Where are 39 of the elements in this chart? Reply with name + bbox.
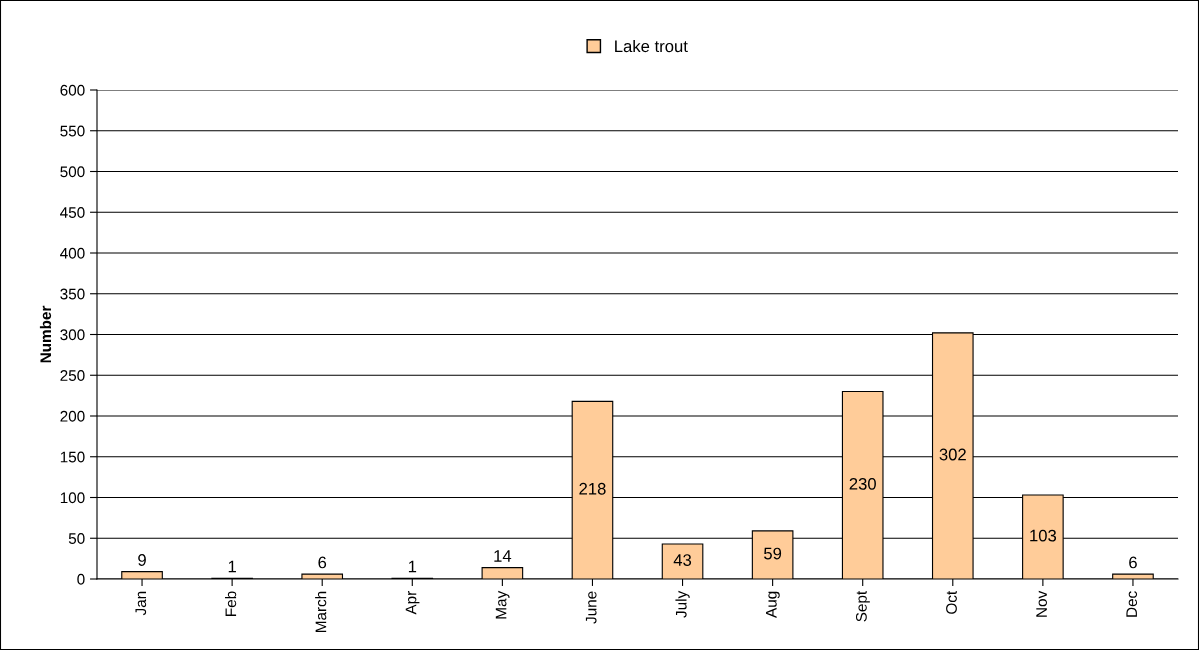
legend-label: Lake trout bbox=[615, 39, 688, 53]
y-tick-label: 350 bbox=[60, 288, 85, 300]
data-label: 59 bbox=[764, 547, 782, 560]
y-tick-label: 500 bbox=[60, 166, 85, 178]
x-tick-label: June bbox=[585, 591, 597, 624]
data-label: 1 bbox=[228, 560, 236, 573]
y-axis-title: Number bbox=[39, 305, 52, 363]
x-tick-label: Aug bbox=[766, 591, 780, 618]
y-tick-label: 50 bbox=[68, 533, 85, 544]
data-label: 1 bbox=[408, 560, 417, 573]
y-tick-label: 250 bbox=[60, 370, 85, 381]
x-tick-label: Sept bbox=[855, 590, 870, 622]
data-label: 14 bbox=[494, 550, 512, 562]
x-tick-label: Jan bbox=[135, 591, 147, 616]
y-tick-label: 200 bbox=[60, 410, 85, 422]
y-tick-label: 100 bbox=[60, 492, 85, 504]
y-tick-label: 450 bbox=[60, 207, 85, 218]
y-tick-label: 0 bbox=[77, 573, 85, 585]
y-tick-label: 600 bbox=[60, 84, 85, 96]
x-tick-label: May bbox=[495, 590, 510, 619]
x-tick-label: Apr bbox=[405, 591, 420, 615]
data-label: 43 bbox=[673, 554, 692, 566]
data-label: 230 bbox=[849, 477, 876, 490]
y-tick-label: 550 bbox=[60, 125, 85, 137]
data-label: 302 bbox=[939, 448, 966, 461]
y-tick-label: 400 bbox=[60, 247, 85, 259]
x-tick-label: Oct bbox=[946, 590, 957, 614]
y-tick-label: 300 bbox=[60, 329, 85, 341]
data-label: 9 bbox=[138, 554, 146, 566]
data-label: 103 bbox=[1030, 529, 1057, 542]
x-tick-label: March bbox=[315, 591, 327, 632]
x-tick-label: July bbox=[675, 590, 690, 618]
y-tick-label: 150 bbox=[60, 451, 85, 463]
data-label: 6 bbox=[1129, 556, 1137, 569]
data-label: 6 bbox=[318, 556, 327, 569]
x-tick-label: Feb bbox=[225, 591, 237, 616]
x-tick-label: Dec bbox=[1126, 591, 1138, 617]
data-label: 218 bbox=[579, 482, 606, 495]
x-tick-label: Nov bbox=[1036, 590, 1047, 617]
